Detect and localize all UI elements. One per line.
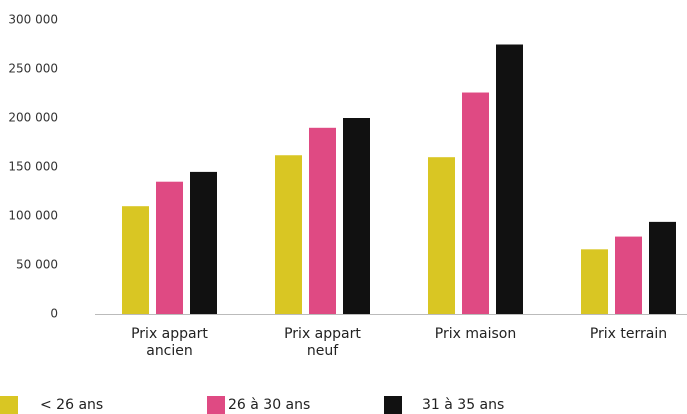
y-tick-label: 0 [50,307,58,321]
y-tick-label: 150 000 [8,160,58,174]
legend-label: < 26 ans [40,397,104,413]
bar [615,236,642,314]
legend-swatch [0,396,18,414]
bar [343,118,370,314]
x-tick-label: Prix terrain [589,326,668,342]
legend-swatch [384,396,402,414]
bar [122,206,149,314]
y-tick-label: 200 000 [8,111,58,125]
bar [496,44,523,314]
bar [581,249,608,314]
bar [428,157,455,314]
bar [190,171,217,314]
bar [156,181,183,314]
bar [649,221,676,314]
bar [309,127,336,314]
legend-label: 26 à 30 ans [228,397,311,413]
legend-swatch [207,396,225,414]
y-tick-label: 100 000 [8,209,58,223]
x-tick-label: Prix appart ancien [131,326,208,359]
bar [462,92,489,315]
x-tick-label: Prix maison [434,326,517,342]
y-tick-label: 250 000 [8,62,58,76]
bar [275,155,302,314]
y-tick-label: 50 000 [16,258,58,272]
x-tick-label: Prix appart neuf [284,326,361,359]
legend-label: 31 à 35 ans [422,397,505,413]
y-tick-label: 300 000 [8,13,58,27]
